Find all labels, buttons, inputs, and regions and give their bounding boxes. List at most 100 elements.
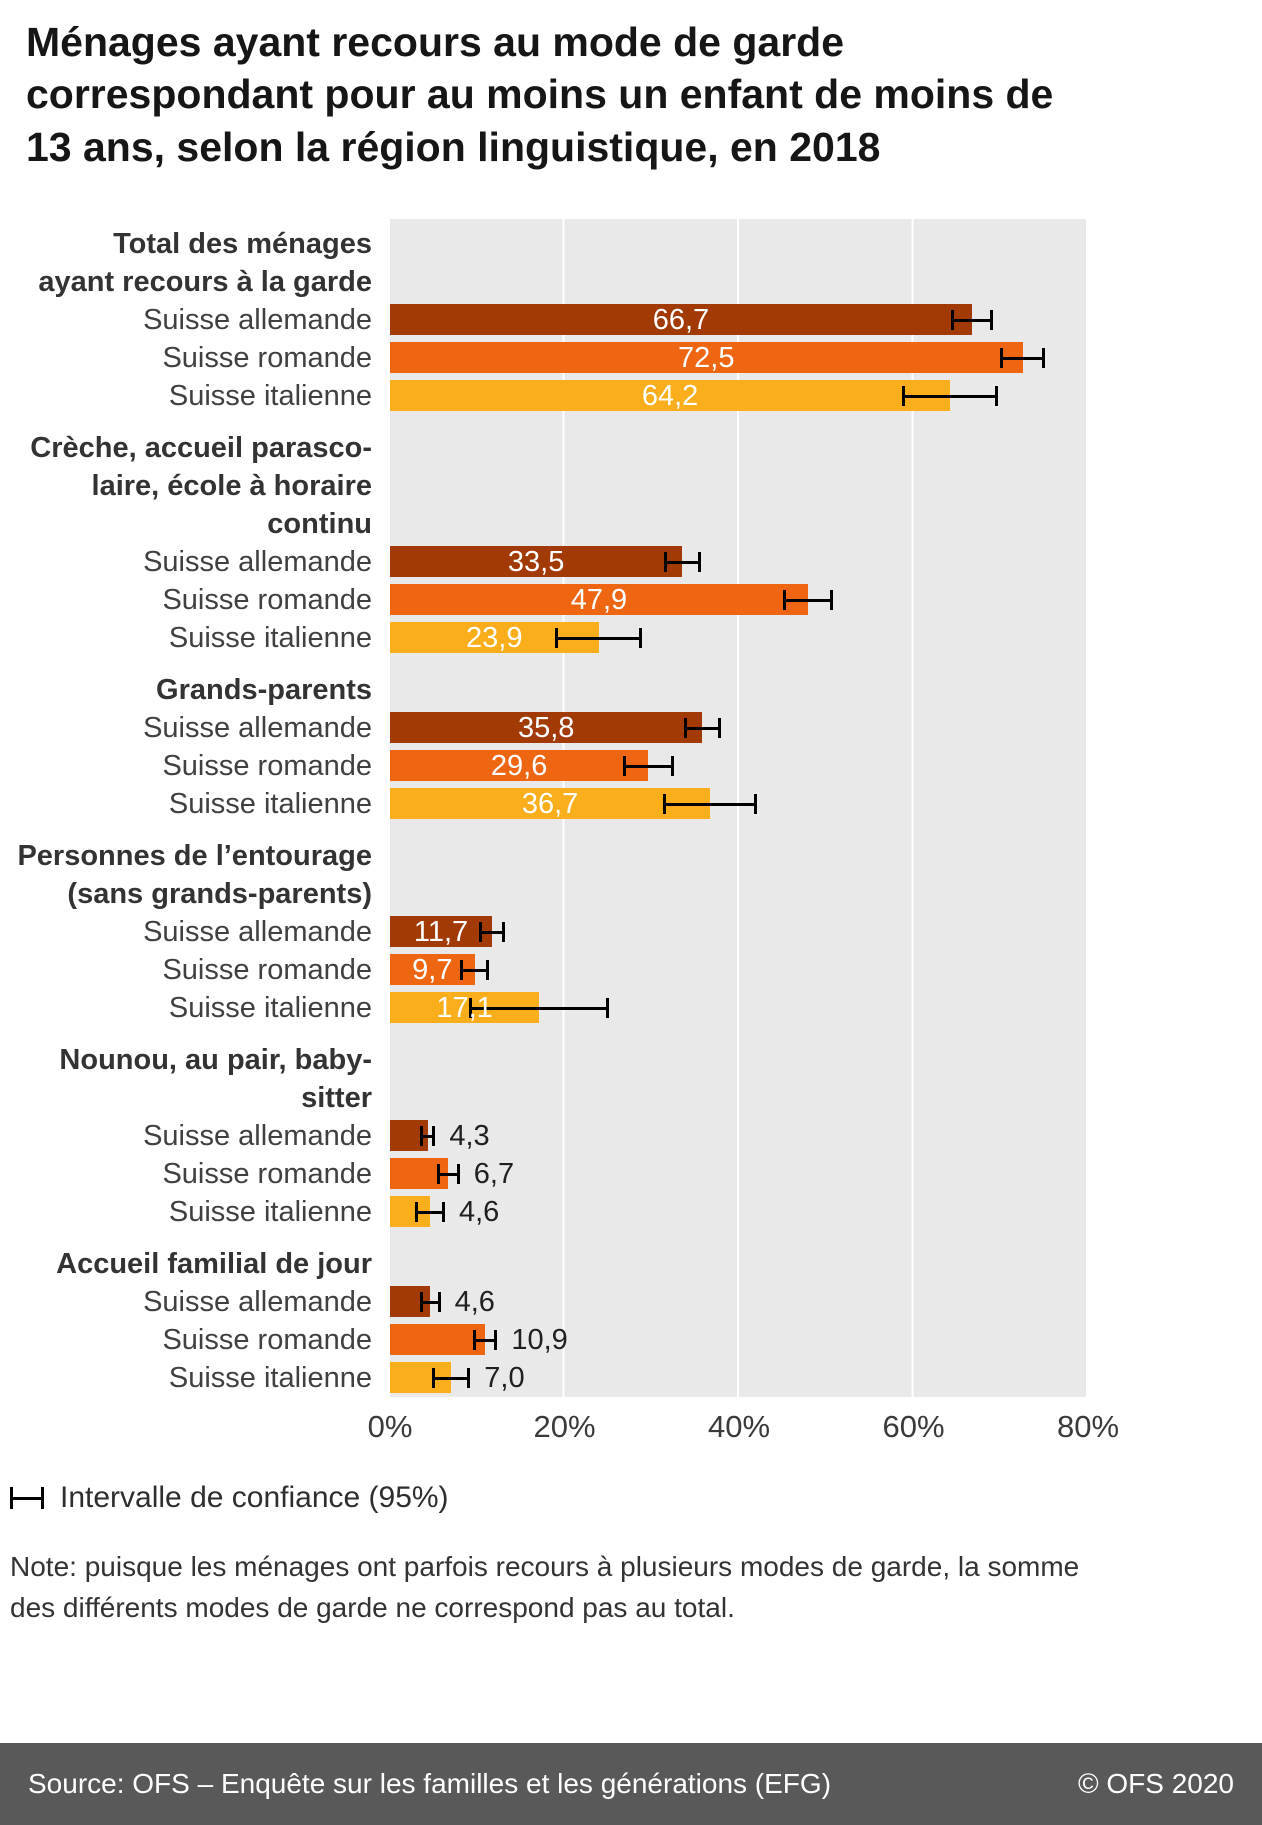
- bar-cell: 33,5: [390, 543, 1088, 581]
- error-bar: [663, 794, 758, 815]
- bar-row: Suisse italienne 17,1: [0, 989, 1262, 1027]
- bar-cell: 6,7: [390, 1155, 1088, 1193]
- value-label: 4,3: [449, 1120, 490, 1153]
- value-label: 6,7: [473, 1158, 515, 1191]
- value-label: 64,2: [641, 380, 699, 413]
- series-label: Suisse italienne: [168, 1362, 372, 1395]
- plot-area-background: [390, 219, 1088, 1398]
- error-bar: [459, 960, 490, 981]
- series-label: Suisse allemande: [143, 916, 372, 949]
- series-label: Suisse allemande: [143, 712, 372, 745]
- bar-row: Suisse allemande 11,7: [0, 913, 1262, 951]
- bar-cell: 35,8: [390, 709, 1088, 747]
- series-label: Suisse romande: [162, 1158, 372, 1191]
- value-label: 66,7: [652, 304, 710, 337]
- bar-row: Suisse romande 47,9: [0, 581, 1262, 619]
- bar-cell: 9,7: [390, 951, 1088, 989]
- series-label: Suisse allemande: [143, 1286, 372, 1319]
- value-label: 17,1: [436, 992, 493, 1025]
- bar-cell: 4,6: [390, 1283, 1088, 1321]
- group-label: Total des ménages ayant recours à la gard…: [38, 228, 372, 299]
- bar-row: Suisse italienne 64,2: [0, 377, 1262, 415]
- x-tick-label: 80%: [1056, 1409, 1120, 1445]
- bar-row: Suisse romande 9,7: [0, 951, 1262, 989]
- value-label: 7,0: [484, 1362, 525, 1395]
- error-bar: [663, 552, 701, 573]
- bar-cell: 29,6: [390, 747, 1088, 785]
- value-label: 36,7: [521, 788, 579, 821]
- bar: [390, 546, 683, 578]
- bar-cell: 64,2: [390, 377, 1088, 415]
- bar: [390, 342, 1023, 374]
- bar-cell: 23,9: [390, 619, 1088, 657]
- series-label: Suisse allemande: [143, 546, 372, 579]
- bar-cell: 11,7: [390, 913, 1088, 951]
- group-label: Personnes de l’entourage (sans grands-par…: [17, 840, 372, 911]
- error-bar: [419, 1292, 441, 1313]
- bar-row: Suisse italienne 36,7: [0, 785, 1262, 823]
- bar-row: Suisse allemande 4,3: [0, 1117, 1262, 1155]
- bar: [390, 1324, 486, 1356]
- bar: [390, 712, 703, 744]
- value-label: 9,7: [412, 954, 453, 987]
- bar-cell: 47,9: [390, 581, 1088, 619]
- bar-row: Suisse italienne 23,9: [0, 619, 1262, 657]
- series-label: Suisse romande: [162, 954, 372, 987]
- bar-row: Suisse romande 29,6: [0, 747, 1262, 785]
- bar: [390, 916, 493, 948]
- bar: [390, 788, 711, 820]
- errorbar-icon: [10, 1487, 44, 1510]
- x-tick-label: 40%: [707, 1409, 771, 1445]
- series-label: Suisse italienne: [168, 992, 372, 1025]
- footer-bar: Source: OFS – Enquête sur les familles e…: [0, 1743, 1262, 1825]
- series-label: Suisse romande: [162, 750, 372, 783]
- bar-row: Suisse romande 6,7: [0, 1155, 1262, 1193]
- legend: Intervalle de confiance (95%): [10, 1481, 1262, 1515]
- value-label: 72,5: [678, 342, 735, 375]
- bar-cell: 4,3: [390, 1117, 1088, 1155]
- series-label: Suisse italienne: [168, 380, 372, 413]
- value-label: 29,6: [490, 750, 548, 783]
- series-label: Suisse allemande: [143, 1120, 372, 1153]
- bar-row: Suisse allemande 33,5: [0, 543, 1262, 581]
- series-label: Suisse italienne: [168, 622, 372, 655]
- bar: [390, 584, 808, 616]
- error-bar: [951, 310, 993, 331]
- group-label: Grands-parents: [156, 674, 372, 707]
- value-label: 33,5: [507, 546, 565, 579]
- error-bar: [472, 1330, 498, 1351]
- bar-rows: Total des ménages ayant recours à la gard…: [0, 219, 1262, 1397]
- bar-cell: 17,1: [390, 989, 1088, 1027]
- bar-cell: 10,9: [390, 1321, 1088, 1359]
- page-title: Ménages ayant recours au mode de garde c…: [26, 19, 1054, 170]
- series-label: Suisse romande: [162, 342, 372, 375]
- error-bar: [554, 628, 643, 649]
- chart: Total des ménages ayant recours à la gard…: [0, 219, 1262, 1398]
- bar-cell: 7,0: [390, 1359, 1088, 1397]
- error-bar: [684, 718, 721, 739]
- value-label: 11,7: [413, 916, 469, 949]
- bar-cell: 4,6: [390, 1193, 1088, 1231]
- value-label: 10,9: [511, 1324, 568, 1357]
- bar-row: Suisse italienne 7,0: [0, 1359, 1262, 1397]
- series-label: Suisse italienne: [168, 1196, 372, 1229]
- bar: [390, 750, 649, 782]
- error-bar: [999, 348, 1046, 369]
- bar-row: Suisse allemande 66,7: [0, 301, 1262, 339]
- bar-row: Suisse romande 72,5: [0, 339, 1262, 377]
- series-label: Suisse romande: [162, 584, 372, 617]
- error-bar: [902, 386, 999, 407]
- series-label: Suisse italienne: [168, 788, 372, 821]
- bar: [390, 304, 972, 336]
- error-bar: [469, 998, 609, 1019]
- copyright-text: © OFS 2020: [1077, 1768, 1234, 1799]
- legend-label: Intervalle de confiance (95%): [60, 1481, 449, 1515]
- error-bar: [431, 1368, 471, 1389]
- x-tick-label: 20%: [533, 1409, 596, 1445]
- x-tick-label: 0%: [367, 1409, 413, 1445]
- bar-row: Suisse romande 10,9: [0, 1321, 1262, 1359]
- bar-cell: 66,7: [390, 301, 1088, 339]
- x-axis: 0% 20% 40% 60% 80%: [0, 1399, 1262, 1455]
- group-label: Crèche, accueil parasco-laire, école à h…: [30, 432, 372, 541]
- value-label: 47,9: [570, 584, 628, 617]
